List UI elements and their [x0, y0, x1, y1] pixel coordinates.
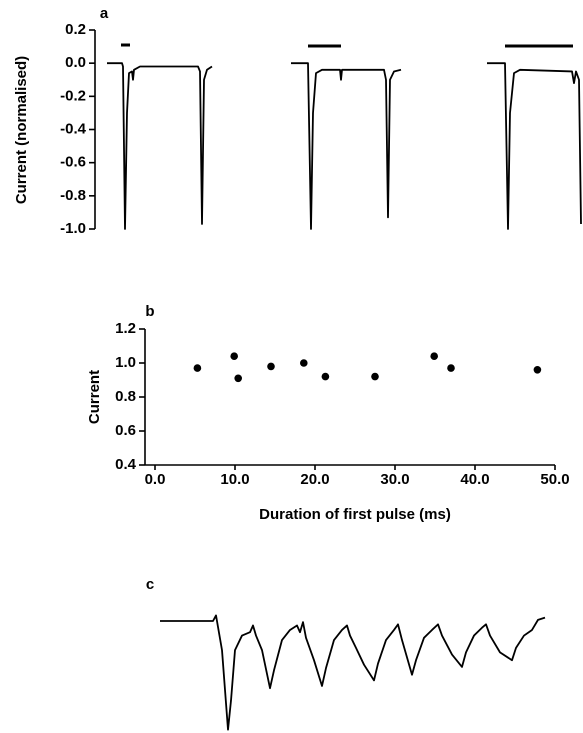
y-tick-label: -0.2 [60, 87, 86, 104]
point [230, 352, 238, 361]
trace [291, 62, 402, 230]
y-tick-label: 0.2 [65, 21, 86, 38]
x-tick-label: 20.0 [300, 471, 329, 488]
point [193, 364, 202, 372]
y-axis-label: Current [86, 370, 103, 424]
y-tick-label: 1.0 [115, 354, 136, 371]
trace [107, 62, 213, 230]
point [447, 364, 455, 372]
x-tick-label: 30.0 [380, 471, 409, 488]
y-tick-label: 0.4 [115, 456, 137, 473]
y-tick-label: 0.8 [115, 388, 136, 405]
y-tick-label: 1.2 [115, 320, 136, 337]
point [321, 372, 330, 381]
panel-label: a [100, 5, 109, 22]
trace [487, 62, 582, 230]
point [234, 374, 242, 383]
panel-label: b [145, 303, 154, 320]
panel-label: c [146, 576, 154, 593]
x-tick-label: 50.0 [540, 471, 569, 488]
y-axis-label: Current (normalised) [13, 56, 30, 204]
y-tick-label: 0.0 [65, 54, 86, 71]
trace [160, 614, 546, 731]
x-tick-label: 0.0 [145, 471, 166, 488]
point [267, 362, 275, 371]
x-tick-label: 40.0 [460, 471, 489, 488]
y-tick-label: 0.6 [115, 422, 136, 439]
x-axis-label: Duration of first pulse (ms) [259, 506, 451, 523]
point [533, 366, 542, 374]
point [300, 359, 308, 367]
y-tick-label: -0.8 [60, 187, 86, 204]
point [371, 372, 379, 381]
y-tick-label: -0.4 [60, 120, 87, 137]
x-tick-label: 10.0 [220, 471, 249, 488]
y-tick-label: -1.0 [60, 220, 86, 237]
y-tick-label: -0.6 [60, 154, 86, 171]
point [430, 352, 439, 361]
